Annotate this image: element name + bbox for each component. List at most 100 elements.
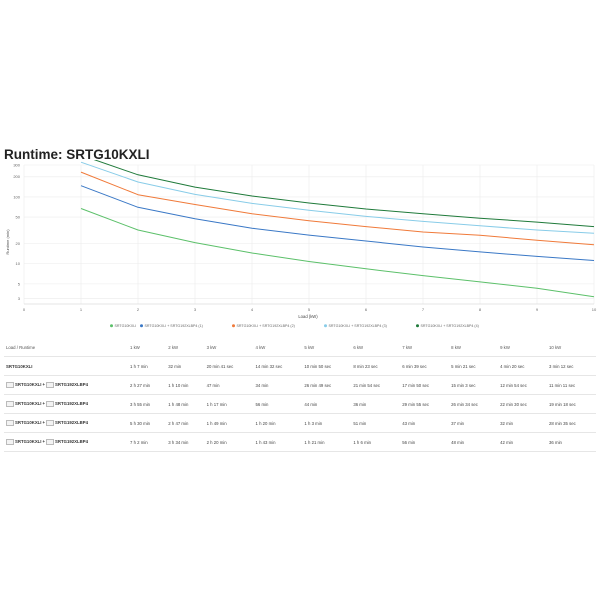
series-line-4 [80, 161, 595, 234]
x-tick-label: 10 [592, 307, 597, 312]
legend-marker [416, 324, 419, 328]
runtime-cell: 5 min 21 sec [449, 356, 499, 376]
runtime-cell: 36 min [351, 394, 401, 414]
runtime-cell: 1 h 17 min [204, 394, 254, 414]
ups-device-icon [6, 420, 14, 426]
series-line-2 [80, 185, 595, 261]
runtime-chart: 0 1 2 3 4 5 6 7 8 9 10 3 5 10 20 50 100 200 300 Runtime (m… [5, 160, 597, 328]
runtime-cell: 17 min 50 sec [400, 375, 450, 395]
row-configuration: SRTG10KXLI [4, 356, 128, 376]
x-tick-label: 7 [422, 307, 425, 312]
runtime-cell: 1 h 6 min [351, 432, 401, 452]
runtime-cell: 28 min 35 sec [547, 413, 596, 433]
y-tick-label: 100 [13, 194, 20, 199]
series-line-1 [80, 208, 595, 298]
x-tick-label: 2 [137, 307, 140, 312]
ups-model: SRTG10KXLI [6, 363, 33, 369]
row-configuration: SRTG10KXLI+ SRTG192XLBP4 [4, 413, 128, 433]
runtime-cell: 56 min [400, 432, 450, 452]
runtime-cell: 14 min 32 sec [253, 356, 303, 376]
plus-sign: + [42, 420, 46, 426]
battery-model: SRTG192XLBP4 [55, 401, 88, 407]
legend-entry[interactable]: SRTG10KXLI + SRTG192XLBP4 (2) [237, 324, 295, 328]
runtime-cell: 1 h 3 min [302, 413, 352, 433]
runtime-cell: 48 min [449, 432, 499, 452]
ups-model: SRTG10KXLI [15, 401, 42, 407]
y-tick-label: 5 [18, 281, 21, 286]
runtime-cell: 56 min [253, 394, 303, 414]
x-tick-label: 5 [308, 307, 311, 312]
table-column-header: 8 kW [449, 338, 499, 357]
legend-entry[interactable]: SRTG10KXLI + SRTG192XLBP4 (1) [145, 324, 203, 328]
runtime-cell: 1 h 48 min [166, 394, 205, 414]
y-tick-label: 50 [16, 214, 21, 219]
runtime-cell: 11 min 11 sec [547, 375, 596, 395]
runtime-cell: 22 min 30 sec [498, 394, 548, 414]
runtime-cell: 3 h 34 min [166, 432, 205, 452]
runtime-cell: 44 min [302, 394, 352, 414]
legend-marker [324, 324, 327, 328]
runtime-cell: 3 h 55 min [128, 394, 167, 414]
series-line-5 [93, 160, 595, 228]
runtime-cell: 1 h 7 min [128, 356, 167, 376]
runtime-cell: 10 min 50 sec [302, 356, 352, 376]
runtime-cell: 26 min 34 sec [449, 394, 499, 414]
x-tick-label: 1 [80, 307, 83, 312]
battery-pack-icon [46, 382, 55, 388]
x-tick-label: 9 [536, 307, 539, 312]
runtime-cell: 34 min [253, 375, 303, 395]
runtime-cell: 37 min [449, 413, 499, 433]
x-tick-label: 0 [23, 307, 26, 312]
runtime-cell: 8 min 23 sec [351, 356, 401, 376]
x-tick-label: 4 [251, 307, 254, 312]
page-title: Runtime: SRTG10KXLI [4, 147, 150, 162]
table-header-label: Load / Runtime [4, 338, 128, 357]
runtime-cell: 36 min [547, 432, 596, 452]
runtime-cell: 21 min 54 sec [351, 375, 401, 395]
table-column-header: 4 kW [253, 338, 303, 357]
table-column-header: 5 kW [302, 338, 352, 357]
x-tick-label: 6 [365, 307, 368, 312]
runtime-cell: 6 min 39 sec [400, 356, 450, 376]
plus-sign: + [42, 401, 46, 407]
plus-sign: + [42, 439, 46, 445]
legend-entry[interactable]: SRTG10KXLI + SRTG192XLBP4 (3) [329, 324, 387, 328]
runtime-cell: 42 min [498, 432, 548, 452]
ups-model: SRTG10KXLI [15, 382, 42, 388]
runtime-cell: 4 min 20 sec [498, 356, 548, 376]
runtime-cell: 7 h 2 min [128, 432, 167, 452]
ups-model: SRTG10KXLI [15, 420, 42, 426]
runtime-cell: 26 min 49 sec [302, 375, 352, 395]
x-axis-label: Load (kW) [298, 314, 318, 319]
runtime-cell: 5 h 30 min [128, 413, 167, 433]
runtime-cell: 20 min 41 sec [204, 356, 254, 376]
series-line-3 [80, 171, 595, 246]
y-tick-label: 3 [18, 296, 21, 301]
x-tick-label: 3 [194, 307, 197, 312]
table-column-header: 3 kW [204, 338, 254, 357]
runtime-cell: 1 h 49 min [204, 413, 254, 433]
chart-legend: SRTG10KXLI SRTG10KXLI + SRTG192XLBP4 (1) S… [110, 324, 479, 328]
runtime-cell: 1 h 43 min [253, 432, 303, 452]
ups-device-icon [6, 401, 14, 407]
table-column-header: 7 kW [400, 338, 450, 357]
y-tick-label: 200 [13, 174, 20, 179]
runtime-cell: 15 min 3 sec [449, 375, 499, 395]
ups-device-icon [6, 382, 14, 388]
row-configuration: SRTG10KXLI+ SRTG192XLBP4 [4, 394, 128, 414]
runtime-cell: 32 min [498, 413, 548, 433]
runtime-cell: 43 min [400, 413, 450, 433]
legend-entry[interactable]: SRTG10KXLI + SRTG192XLBP4 (4) [421, 324, 479, 328]
table-column-header: 10 kW [547, 338, 596, 357]
ups-device-icon [6, 439, 14, 445]
legend-entry[interactable]: SRTG10KXLI [115, 324, 137, 328]
table-row: SRTG10KXLI+ SRTG192XLBP4 5 h 30 min 2 h 47 … [4, 413, 596, 433]
runtime-cell: 2 h 47 min [166, 413, 205, 433]
battery-pack-icon [46, 401, 55, 407]
y-tick-label: 10 [16, 261, 21, 266]
row-configuration: SRTG10KXLI+ SRTG192XLBP4 [4, 375, 128, 395]
legend-marker [140, 324, 143, 328]
table-column-header: 6 kW [351, 338, 401, 357]
runtime-cell: 1 h 10 min [166, 375, 205, 395]
runtime-cell: 3 min 12 sec [547, 356, 596, 376]
